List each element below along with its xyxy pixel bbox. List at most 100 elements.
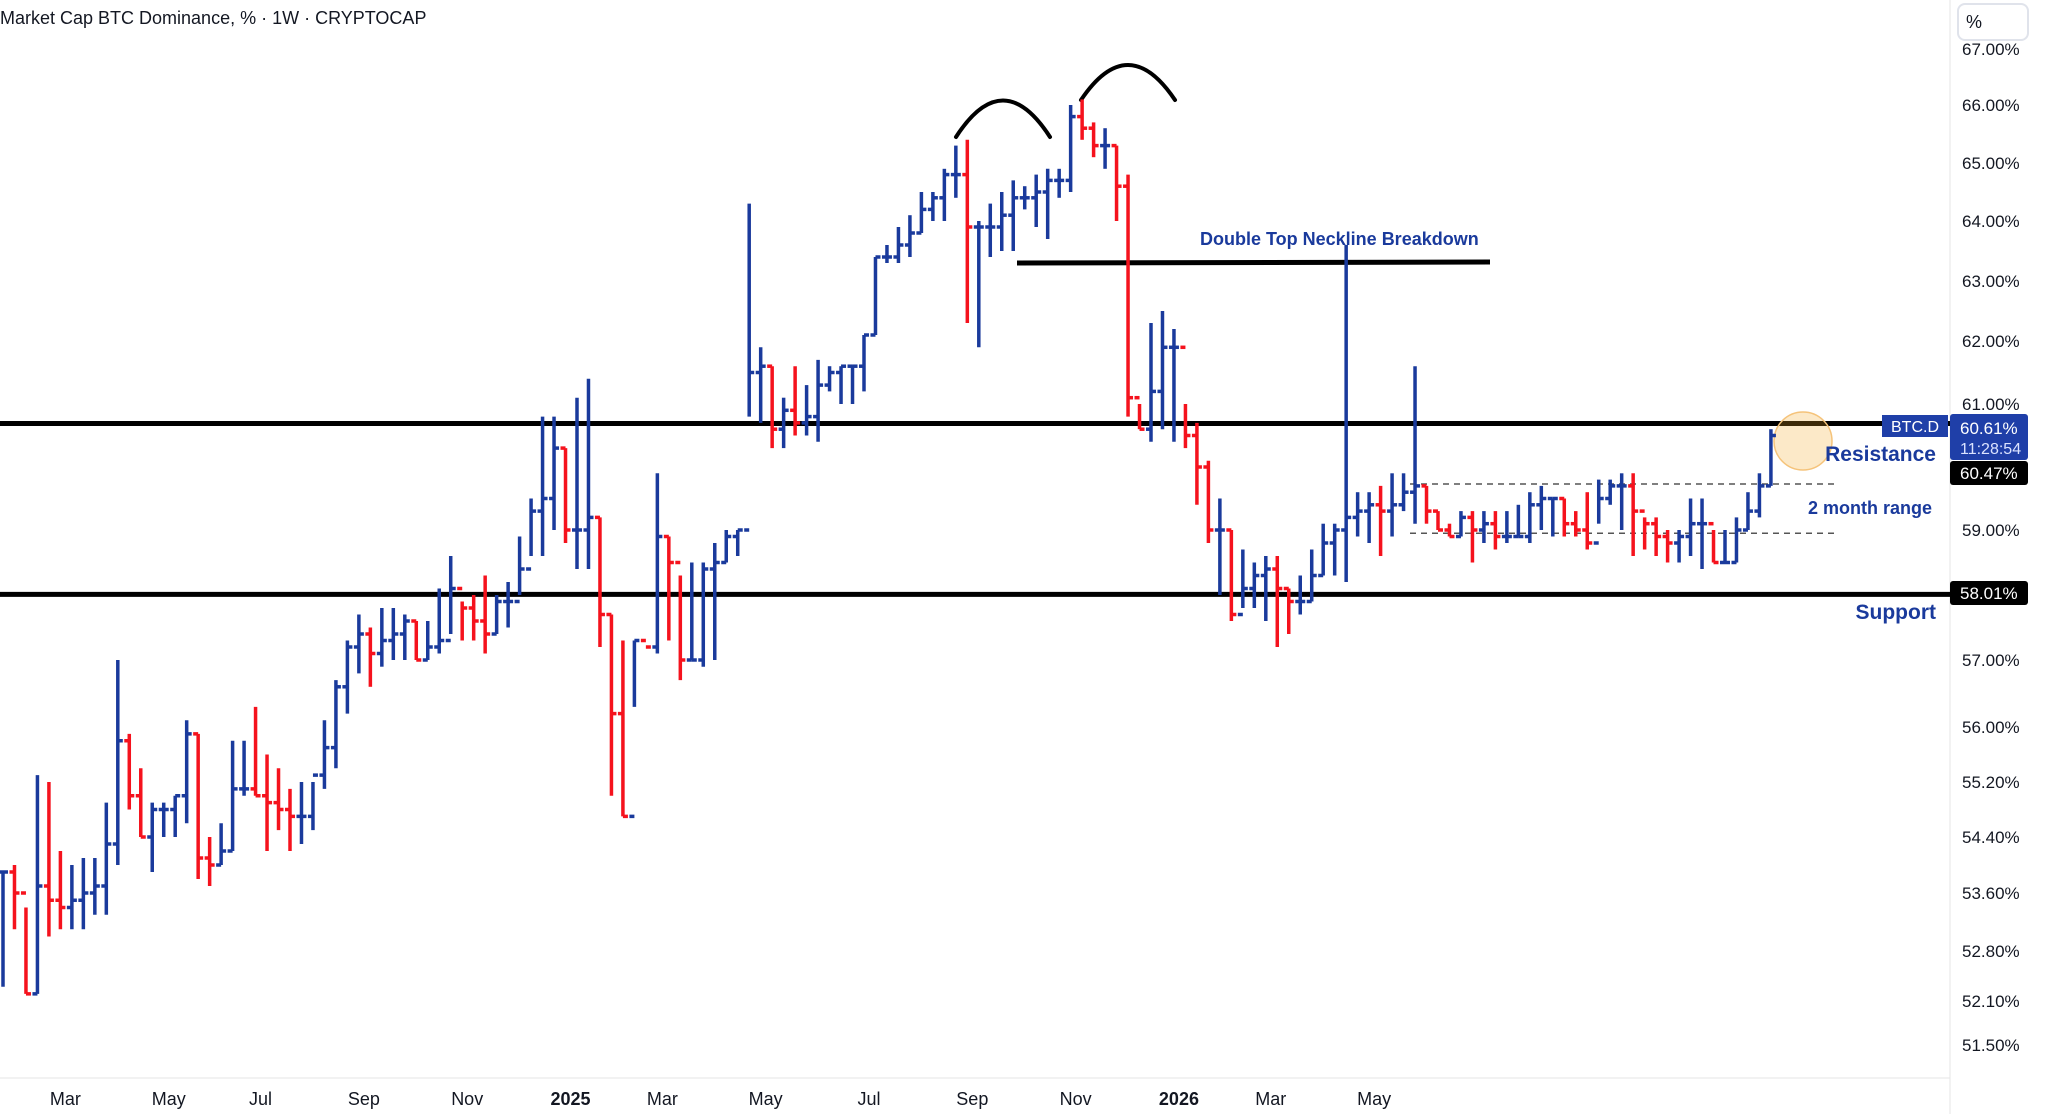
ohlc-bar [1375,485,1386,556]
ohlc-bar [239,740,250,796]
y-tick-label: 53.60% [1962,884,2020,903]
ohlc-bar [1697,498,1708,569]
ohlc-bar [663,534,674,641]
ohlc-bar [1444,523,1455,539]
y-tick-label: 54.40% [1962,828,2020,847]
ohlc-bar [1570,511,1581,537]
ohlc-bar [1146,323,1156,442]
ohlc-bar [1111,143,1122,221]
ohlc-bar [1237,549,1248,617]
ohlc-bar [594,515,605,647]
ohlc-bar [55,851,66,930]
ohlc-bar [881,245,892,263]
ohlc-bar [1134,395,1145,431]
ohlc-bar [893,227,904,263]
ohlc-bar [112,660,123,865]
ohlc-bar [376,608,387,667]
ohlc-bar [1077,99,1088,140]
ohlc-bar [1536,485,1547,530]
ohlc-bar [353,614,364,674]
x-tick-label: 2025 [550,1089,590,1109]
ohlc-bar [422,621,433,662]
ohlc-bar [1547,496,1558,537]
ohlc-bar [1524,492,1535,543]
ohlc-bar [617,640,628,819]
ohlc-bar [319,720,330,789]
percent-scale-button[interactable] [1957,3,2029,41]
ohlc-bar [1421,484,1432,524]
ohlc-bar [583,378,594,569]
ohlc-bar [1513,504,1524,539]
ohlc-bar [1582,492,1593,550]
ohlc-bar [698,562,709,667]
ohlc-bar [1180,345,1191,449]
ohlc-bar [1249,562,1260,608]
ohlc-bar [1341,245,1352,582]
ohlc-bar [1364,492,1375,543]
latest-bar-highlight [1773,411,1833,471]
ohlc-bar [503,582,514,628]
ohlc-bar [1329,523,1340,576]
ohlc-bar [721,530,732,565]
ohlc-bar [124,733,135,810]
ohlc-bar [767,364,778,449]
ohlc-bar [296,782,307,844]
ohlc-bar [778,397,789,449]
ohlc-bar [1100,128,1111,169]
ohlc-bar [640,638,651,649]
ohlc-bar [939,168,950,221]
percent-scale-label: % [1966,12,1982,32]
ohlc-bar [1639,509,1650,550]
support-value: 58.01% [1960,584,2018,603]
ohlc-bar [1731,517,1742,565]
ohlc-bar [1088,122,1099,158]
double-top-left-arc [954,98,1052,139]
ohlc-bar [1593,479,1604,545]
ohlc-bar [1019,186,1030,210]
support-badge [1950,581,2028,605]
neckline-annotation: Double Top Neckline Breakdown [1200,229,1479,249]
ohlc-bar [170,794,181,837]
ohlc-bar [1042,168,1053,239]
ohlc-bar [342,640,353,714]
ohlc-bar [1628,473,1639,556]
ohlc-bar [560,446,571,543]
ohlc-bar [66,865,77,930]
ohlc-bar [1191,422,1202,505]
ohlc-bar [1352,492,1363,537]
ohlc-bar [20,891,31,996]
ohlc-bar [101,802,112,915]
x-tick-label: Mar [647,1089,678,1109]
ohlc-bar [1168,329,1179,442]
ohlc-bar [973,221,984,348]
y-tick-label: 55.20% [1962,773,2020,792]
double-top-right-arc [1079,63,1177,102]
ohlc-bar [824,366,835,392]
ohlc-bar [1065,105,1076,192]
y-tick-label: 59.00% [1962,521,2020,540]
ohlc-bar [1501,511,1512,543]
ohlc-bar [1662,530,1673,563]
ohlc-bar [1272,556,1283,647]
ohlc-bar [1559,496,1570,537]
ohlc-bar [204,837,215,886]
x-tick-label: Jul [857,1089,880,1109]
ohlc-bar [1765,429,1776,488]
ohlc-bar [330,680,341,769]
ohlc-bar [1410,366,1421,524]
x-tick-label: Mar [50,1089,81,1109]
ohlc-bar [790,366,801,436]
ohlc-bar [468,595,479,641]
ohlc-bar [927,192,938,221]
ohlc-bar [388,608,399,660]
y-tick-label: 62.00% [1962,332,2020,351]
ohlc-bar [652,473,663,654]
symbol-badge-text: BTC.D [1891,419,1939,436]
last-price-value: 60.61% [1960,419,2018,438]
ohlc-bar [1008,180,1019,251]
ohlc-bar [32,775,43,996]
ohlc-bar [250,706,261,798]
ohlc-bar [686,562,697,662]
ohlc-bar [1031,174,1042,227]
